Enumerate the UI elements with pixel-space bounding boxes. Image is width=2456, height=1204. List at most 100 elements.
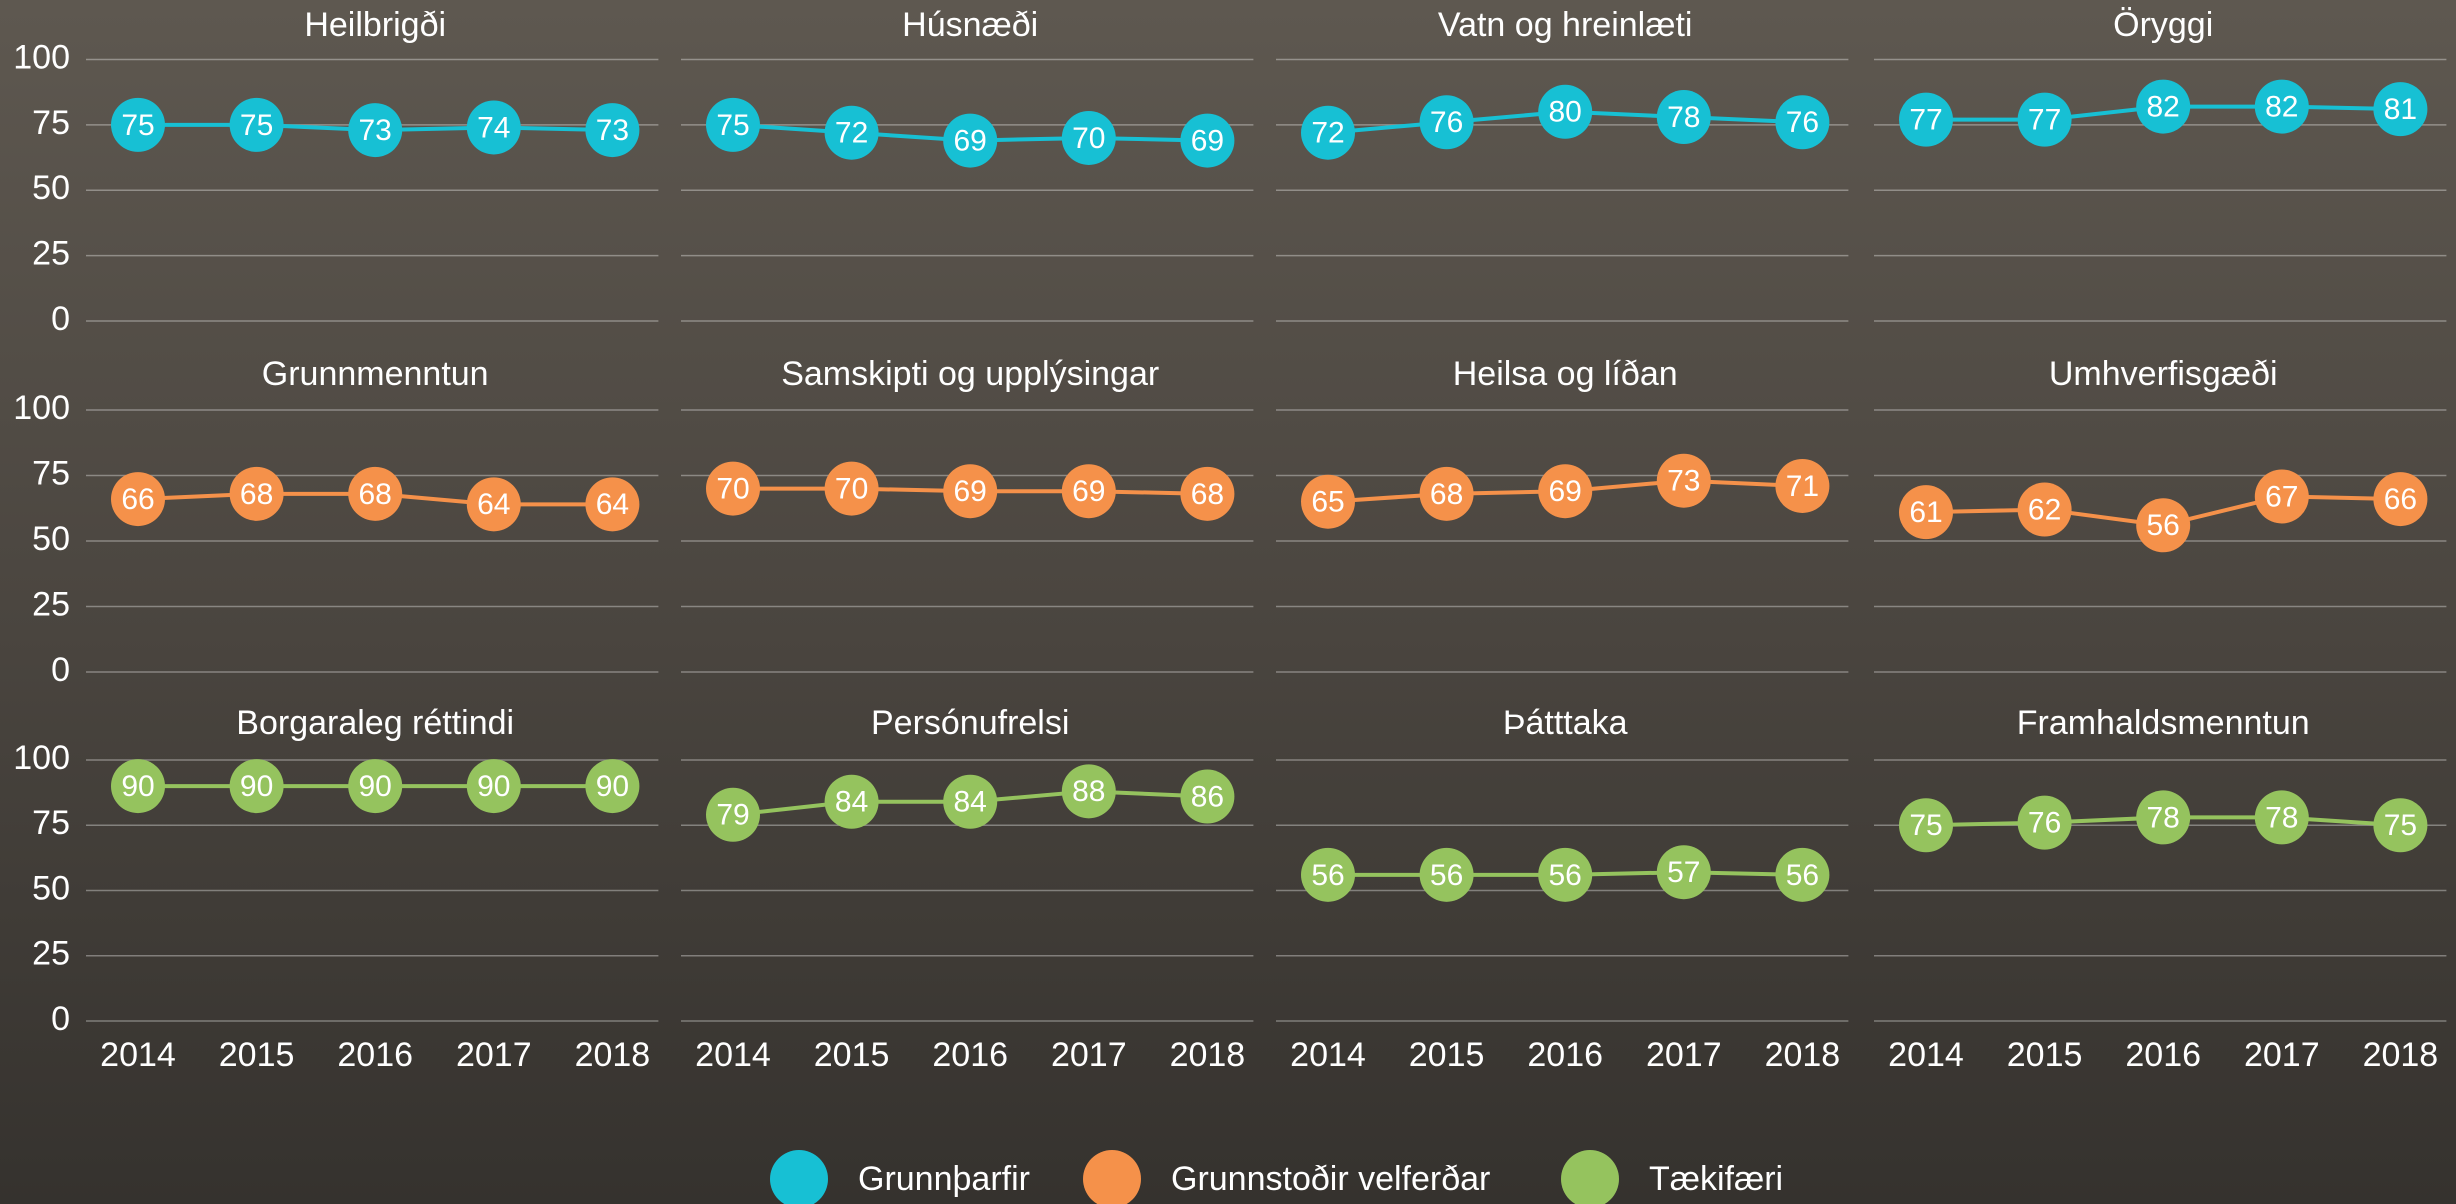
y-tick-label: 75 bbox=[32, 454, 70, 492]
chart: Heilbrigði 0 25 50 75 100 75 75 73 74 73 Húsnæði 75 7… bbox=[0, 0, 2456, 1204]
y-tick-label: 50 bbox=[32, 869, 70, 907]
x-tick-label: 2018 bbox=[1765, 1036, 1841, 1074]
panel-title: Framhaldsmenntun bbox=[2017, 704, 2310, 742]
x-tick-label: 2018 bbox=[575, 1036, 651, 1074]
data-label: 64 bbox=[596, 488, 629, 521]
data-label: 78 bbox=[1667, 101, 1700, 134]
x-tick-label: 2015 bbox=[814, 1036, 890, 1074]
data-label: 65 bbox=[1311, 486, 1344, 519]
x-tick-label: 2014 bbox=[1888, 1036, 1964, 1074]
data-label: 75 bbox=[1909, 809, 1942, 842]
data-label: 81 bbox=[2384, 93, 2417, 126]
data-label: 69 bbox=[954, 124, 987, 157]
data-label: 82 bbox=[2147, 90, 2180, 123]
data-label: 88 bbox=[1072, 775, 1105, 808]
data-label: 78 bbox=[2147, 801, 2180, 834]
x-tick-label: 2016 bbox=[1527, 1036, 1603, 1074]
data-label: 73 bbox=[596, 114, 629, 147]
y-tick-label: 25 bbox=[32, 935, 70, 973]
data-label: 68 bbox=[1430, 478, 1463, 511]
data-label: 90 bbox=[359, 770, 392, 803]
data-label: 84 bbox=[954, 786, 987, 819]
data-label: 66 bbox=[121, 483, 154, 516]
data-label: 75 bbox=[121, 109, 154, 142]
data-label: 61 bbox=[1909, 496, 1942, 529]
data-label: 84 bbox=[835, 786, 868, 819]
panel-title: Umhverfisgæði bbox=[2049, 355, 2278, 393]
data-label: 82 bbox=[2265, 90, 2298, 123]
data-label: 69 bbox=[1072, 475, 1105, 508]
data-label: 79 bbox=[716, 799, 749, 832]
page: {"chart_data": [ {"type": "line", "title… bbox=[0, 0, 2456, 1204]
y-tick-label: 100 bbox=[13, 38, 70, 76]
panel-title: Heilsa og líðan bbox=[1453, 355, 1678, 393]
data-label: 68 bbox=[1191, 478, 1224, 511]
data-label: 56 bbox=[1786, 859, 1819, 892]
x-tick-label: 2017 bbox=[2244, 1036, 2320, 1074]
y-tick-label: 100 bbox=[13, 389, 70, 427]
y-tick-label: 75 bbox=[32, 804, 70, 842]
y-tick-label: 100 bbox=[13, 739, 70, 777]
data-label: 75 bbox=[240, 109, 273, 142]
data-label: 90 bbox=[240, 770, 273, 803]
data-label: 67 bbox=[2265, 480, 2298, 513]
data-label: 77 bbox=[1909, 104, 1942, 137]
panel-title: Persónufrelsi bbox=[871, 704, 1069, 742]
data-label: 72 bbox=[835, 117, 868, 150]
legend-label: Tækifæri bbox=[1649, 1160, 1783, 1198]
legend-label: Grunnþarfir bbox=[858, 1160, 1030, 1198]
data-label: 69 bbox=[1549, 475, 1582, 508]
panel-title: Öryggi bbox=[2113, 6, 2213, 44]
panel-title: Þátttaka bbox=[1503, 704, 1628, 742]
y-tick-label: 25 bbox=[32, 585, 70, 623]
data-label: 75 bbox=[2384, 809, 2417, 842]
data-label: 69 bbox=[954, 475, 987, 508]
data-label: 56 bbox=[1311, 859, 1344, 892]
panel-title: Húsnæði bbox=[902, 6, 1038, 44]
x-tick-label: 2017 bbox=[456, 1036, 532, 1074]
data-label: 76 bbox=[1430, 106, 1463, 139]
x-tick-label: 2016 bbox=[2125, 1036, 2201, 1074]
x-tick-label: 2017 bbox=[1051, 1036, 1127, 1074]
y-tick-label: 0 bbox=[51, 1000, 70, 1038]
legend-label: Grunnstoðir velferðar bbox=[1171, 1160, 1490, 1198]
data-label: 57 bbox=[1667, 856, 1700, 889]
data-label: 75 bbox=[716, 109, 749, 142]
data-label: 70 bbox=[1072, 122, 1105, 155]
y-tick-label: 50 bbox=[32, 169, 70, 207]
data-label: 74 bbox=[477, 111, 510, 144]
x-tick-label: 2016 bbox=[337, 1036, 413, 1074]
y-tick-label: 0 bbox=[51, 300, 70, 338]
data-label: 90 bbox=[121, 770, 154, 803]
data-label: 66 bbox=[2384, 483, 2417, 516]
data-label: 77 bbox=[2028, 104, 2061, 137]
data-label: 70 bbox=[835, 473, 868, 506]
data-label: 80 bbox=[1549, 96, 1582, 129]
data-label: 73 bbox=[359, 114, 392, 147]
y-tick-label: 0 bbox=[51, 651, 70, 689]
data-label: 56 bbox=[1549, 859, 1582, 892]
data-label: 76 bbox=[2028, 807, 2061, 840]
data-label: 69 bbox=[1191, 124, 1224, 157]
x-tick-label: 2016 bbox=[932, 1036, 1008, 1074]
data-label: 56 bbox=[2147, 509, 2180, 542]
x-tick-label: 2014 bbox=[1290, 1036, 1366, 1074]
data-label: 90 bbox=[596, 770, 629, 803]
data-label: 90 bbox=[477, 770, 510, 803]
x-tick-label: 2017 bbox=[1646, 1036, 1722, 1074]
panel-title: Samskipti og upplýsingar bbox=[781, 355, 1159, 393]
panel-title: Vatn og hreinlæti bbox=[1438, 6, 1693, 44]
data-label: 68 bbox=[359, 478, 392, 511]
panel-title: Heilbrigði bbox=[304, 6, 446, 44]
data-label: 70 bbox=[716, 473, 749, 506]
x-tick-label: 2014 bbox=[695, 1036, 771, 1074]
data-label: 62 bbox=[2028, 493, 2061, 526]
data-label: 78 bbox=[2265, 801, 2298, 834]
x-tick-label: 2015 bbox=[219, 1036, 295, 1074]
data-label: 68 bbox=[240, 478, 273, 511]
y-tick-label: 50 bbox=[32, 520, 70, 558]
data-label: 72 bbox=[1311, 117, 1344, 150]
x-tick-label: 2018 bbox=[1170, 1036, 1246, 1074]
data-label: 86 bbox=[1191, 780, 1224, 813]
x-tick-label: 2014 bbox=[100, 1036, 176, 1074]
